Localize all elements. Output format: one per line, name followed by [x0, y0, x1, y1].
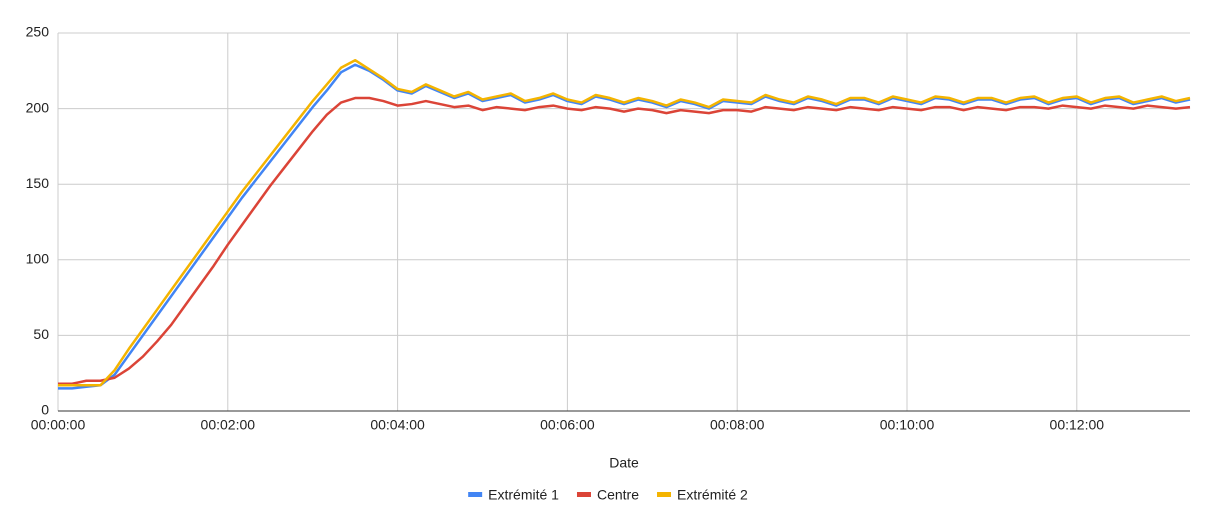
legend-item: Centre: [576, 487, 639, 503]
x-tick-label: 00:12:00: [1050, 417, 1105, 433]
x-axis-title: Date: [609, 455, 639, 471]
legend-item: Extrémité 2: [657, 487, 748, 503]
x-tick-label: 00:02:00: [201, 417, 256, 433]
y-tick-label: 100: [26, 251, 50, 267]
y-tick-label: 0: [41, 402, 49, 418]
legend: Extrémité 1 Centre Extrémité 2: [468, 487, 748, 503]
x-tick-label: 00:10:00: [880, 417, 935, 433]
legend-label: Extrémité 2: [677, 487, 748, 503]
y-tick-label: 200: [26, 99, 50, 115]
x-tick-label: 00:04:00: [370, 417, 425, 433]
y-tick-label: 250: [26, 24, 50, 40]
legend-label: Centre: [597, 487, 639, 503]
y-tick-label: 150: [26, 175, 50, 191]
legend-item: Extrémité 1: [468, 487, 559, 503]
y-tick-label: 50: [33, 326, 49, 342]
legend-swatch: [657, 492, 672, 497]
x-tick-label: 00:08:00: [710, 417, 765, 433]
legend-swatch: [468, 492, 483, 497]
x-tick-label: 00:00:00: [31, 417, 86, 433]
line-series: [58, 63, 1191, 390]
x-tick-label: 00:06:00: [540, 417, 595, 433]
legend-label: Extrémité 1: [488, 487, 559, 503]
legend-swatch: [576, 492, 591, 497]
line-series: [58, 96, 1191, 386]
line-series: [58, 58, 1191, 387]
